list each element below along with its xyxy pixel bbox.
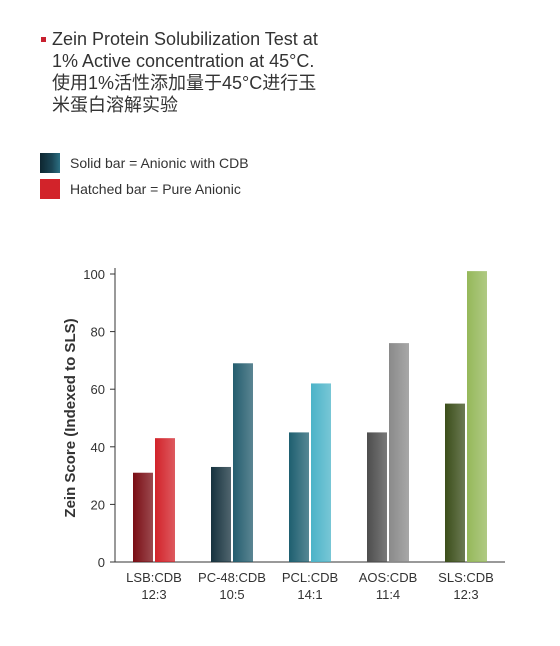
bar-solid xyxy=(445,403,465,562)
x-tick-label: PCL:CDB xyxy=(282,570,338,585)
title-line-1: Zein Protein Solubilization Test at xyxy=(52,29,318,49)
x-tick-label: LSB:CDB xyxy=(126,570,182,585)
x-tick-label: 11:4 xyxy=(376,587,400,602)
x-tick-label: AOS:CDB xyxy=(359,570,418,585)
legend-swatch-hatched xyxy=(40,179,60,199)
bar-hatched xyxy=(467,271,487,562)
x-tick-label: 12:3 xyxy=(141,587,166,602)
y-tick-label: 80 xyxy=(91,325,105,340)
bar-hatched xyxy=(389,343,409,562)
y-axis-title: Zein Score (Indexed to SLS) xyxy=(62,318,79,517)
title-line-3: 使用1%活性添加量于45°C进行玉 xyxy=(52,73,317,93)
x-tick-label: 10:5 xyxy=(219,587,244,602)
x-tick-label: PC-48:CDB xyxy=(198,570,266,585)
title-line-4: 米蛋白溶解实验 xyxy=(52,95,178,115)
x-tick-label: 12:3 xyxy=(453,587,478,602)
legend-item-solid: Solid bar = Anionic with CDB xyxy=(40,150,249,176)
bar-hatched xyxy=(311,383,331,562)
legend: Solid bar = Anionic with CDB Hatched bar… xyxy=(40,150,249,202)
y-tick-label: 60 xyxy=(91,382,105,397)
x-tick-label: SLS:CDB xyxy=(438,570,494,585)
bar-solid xyxy=(211,466,231,562)
title-line-2: 1% Active concentration at 45°C. xyxy=(52,51,315,71)
legend-label-hatched: Hatched bar = Pure Anionic xyxy=(70,181,241,197)
legend-label-solid: Solid bar = Anionic with CDB xyxy=(70,155,249,171)
title-block: Zein Protein Solubilization Test at 1% A… xyxy=(41,28,352,116)
bar-solid xyxy=(133,472,153,562)
y-tick-label: 0 xyxy=(98,555,105,570)
legend-item-hatched: Hatched bar = Pure Anionic xyxy=(40,176,249,202)
bar-hatched xyxy=(233,363,253,562)
bar-solid xyxy=(289,432,309,562)
title-bullet xyxy=(41,37,46,42)
y-tick-label: 100 xyxy=(83,267,105,282)
bar-chart: 0 20 40 60 80 100 Zein Score (Indexed to SLS) L… xyxy=(62,267,505,602)
y-tick-label: 20 xyxy=(91,497,105,512)
bar-solid xyxy=(367,432,387,562)
bar-hatched xyxy=(155,438,175,562)
y-tick-label: 40 xyxy=(91,440,105,455)
x-tick-label: 14:1 xyxy=(297,587,322,602)
legend-swatch-solid xyxy=(40,153,60,173)
